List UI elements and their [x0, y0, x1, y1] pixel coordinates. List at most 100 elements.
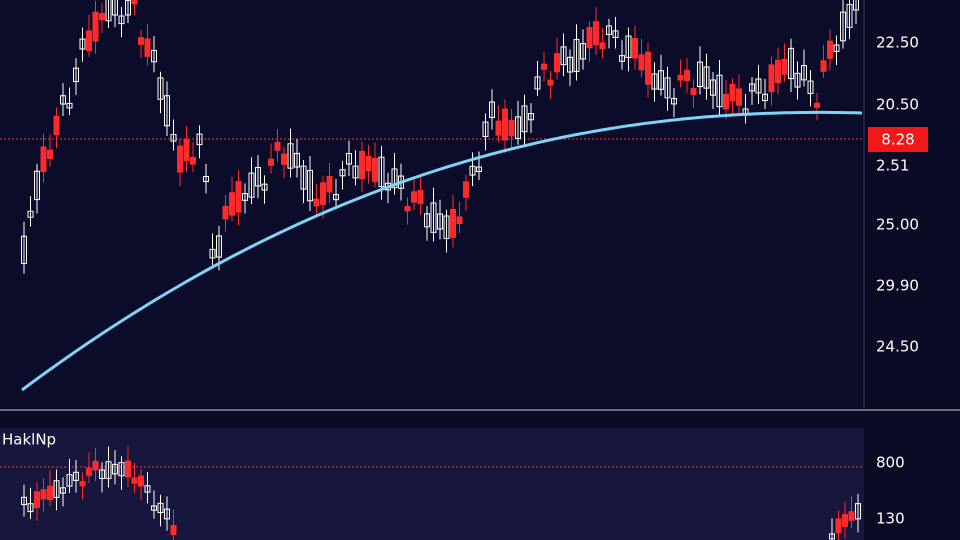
candle [60, 95, 66, 105]
candle [794, 72, 801, 88]
indicator-candle [86, 467, 92, 476]
indicator-candle [170, 525, 177, 536]
candle [469, 165, 476, 176]
candle [606, 25, 612, 35]
candle [34, 170, 40, 201]
candle [339, 169, 346, 177]
price-pane [0, 0, 864, 408]
candle [424, 213, 430, 228]
indicator-candle [60, 487, 66, 494]
candle [53, 115, 60, 136]
candle [443, 215, 450, 239]
candle [638, 54, 645, 71]
indicator-axis-label: 130 [876, 510, 905, 528]
indicator-candle [105, 461, 112, 479]
indicator-candle [92, 460, 99, 471]
candle [677, 74, 684, 81]
candle [164, 95, 170, 127]
candle [313, 198, 320, 207]
indicator-candle [131, 477, 138, 484]
candle [73, 67, 79, 83]
candle [658, 70, 664, 90]
candle [125, 0, 131, 16]
indicator-title: HaklNp [2, 431, 56, 449]
candle [300, 165, 307, 190]
candle [47, 149, 53, 160]
candle [664, 77, 671, 99]
price-axis-label: 2.51 [876, 157, 909, 175]
candle [346, 153, 352, 165]
indicator-candle [47, 485, 53, 501]
indicator-candle [855, 503, 861, 520]
candle [196, 133, 203, 146]
indicator-candle [40, 489, 47, 500]
price-axis-label: 24.50 [876, 338, 919, 356]
candle [86, 30, 92, 52]
indicator-candle [99, 469, 105, 479]
candle [729, 83, 736, 102]
indicator-candle [138, 475, 144, 487]
candle [528, 113, 534, 121]
candle [482, 121, 489, 137]
candle [476, 166, 482, 172]
candle [534, 76, 541, 90]
candle [118, 15, 125, 25]
candle [411, 191, 417, 203]
candle [827, 40, 833, 59]
candle [430, 202, 437, 233]
price-axis-label: 25.00 [876, 216, 919, 234]
indicator-candle [34, 491, 40, 508]
candle [372, 157, 378, 182]
candle [404, 206, 411, 212]
candle [853, 0, 859, 11]
candle [144, 38, 151, 57]
candle [788, 47, 794, 80]
candle [586, 26, 593, 49]
candle [66, 102, 73, 109]
candle [235, 181, 242, 213]
candle [521, 105, 528, 133]
candle [131, 0, 138, 5]
candle [820, 60, 827, 72]
candle [274, 141, 281, 151]
candle [378, 156, 385, 188]
candle [209, 248, 216, 259]
moving-average-line [21, 110, 863, 392]
candle [203, 175, 209, 183]
candle [632, 37, 638, 59]
indicator-candle [27, 503, 34, 513]
candle [294, 152, 300, 168]
candle [840, 11, 846, 42]
candle [515, 116, 521, 139]
candle [105, 0, 112, 22]
indicator-candle [79, 481, 86, 487]
candle [749, 83, 755, 92]
candle [151, 49, 157, 63]
candle [99, 12, 105, 21]
price-axis-label: 29.90 [876, 277, 919, 295]
candle [703, 66, 710, 89]
indicator-candle [73, 471, 79, 481]
candle [541, 63, 547, 70]
indicator-candle [21, 496, 27, 506]
indicator-candle [157, 502, 164, 514]
current-price-badge [868, 127, 928, 152]
candle [495, 120, 502, 136]
candle [846, 3, 853, 28]
candle [625, 35, 632, 59]
indicator-pane [0, 428, 864, 540]
candle [768, 64, 775, 93]
candle [502, 108, 508, 141]
indicator-candle [842, 514, 848, 527]
candle [307, 169, 313, 202]
indicator-candle [151, 505, 157, 511]
candle [489, 101, 495, 119]
candle [183, 139, 190, 162]
candle [27, 210, 34, 218]
candle [365, 155, 372, 172]
candle [710, 79, 716, 96]
indicator-candles [21, 446, 861, 540]
candle [40, 146, 47, 173]
indicator-candle [125, 460, 131, 478]
indicator-candle [835, 518, 842, 534]
